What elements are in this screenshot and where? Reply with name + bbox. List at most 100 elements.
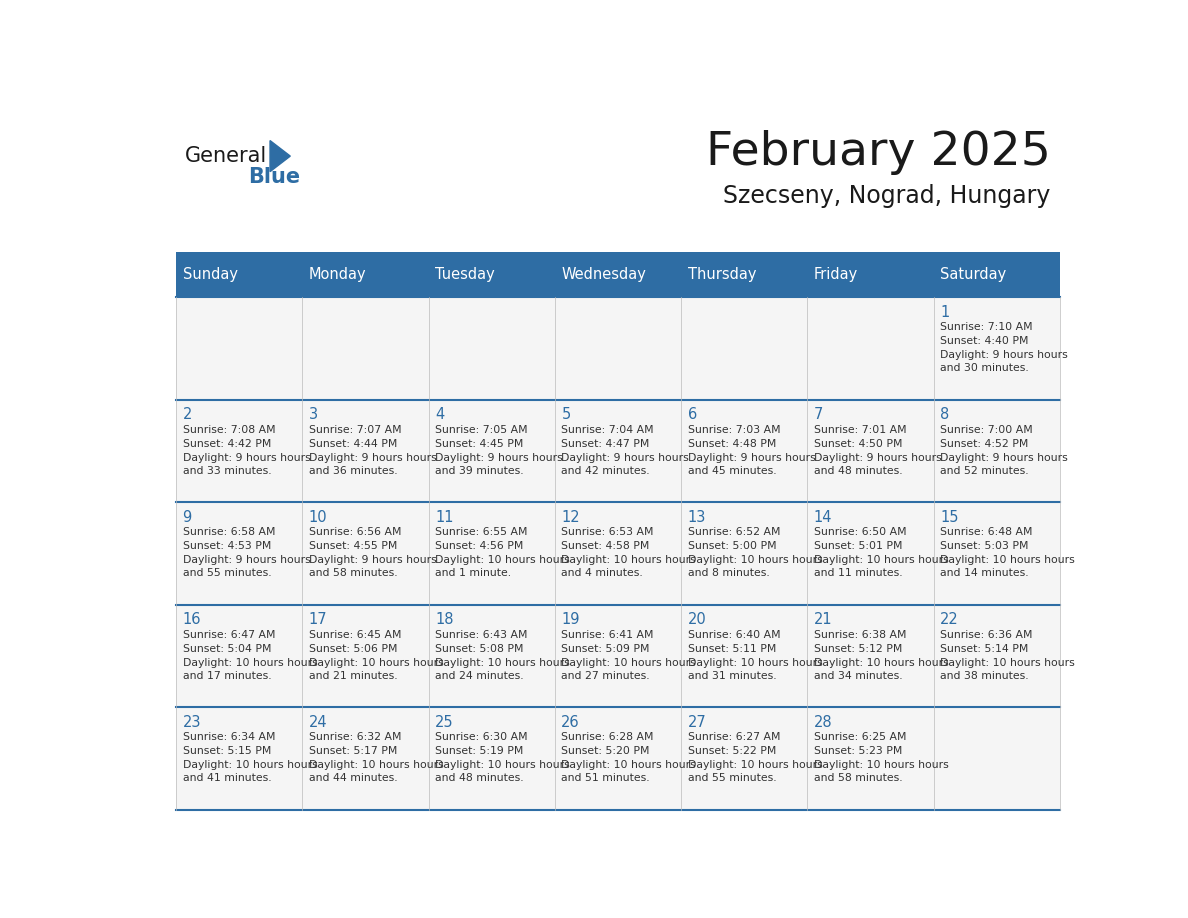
Text: Sunrise: 6:52 AM: Sunrise: 6:52 AM xyxy=(688,527,781,537)
Text: 15: 15 xyxy=(940,509,959,524)
Text: Sunrise: 6:56 AM: Sunrise: 6:56 AM xyxy=(309,527,402,537)
Text: 8: 8 xyxy=(940,407,949,422)
Text: and 17 minutes.: and 17 minutes. xyxy=(183,671,271,681)
Text: and 11 minutes.: and 11 minutes. xyxy=(814,568,903,578)
Text: Sunrise: 7:03 AM: Sunrise: 7:03 AM xyxy=(688,425,781,435)
Text: Daylight: 10 hours hours: Daylight: 10 hours hours xyxy=(940,555,1075,565)
Text: and 51 minutes.: and 51 minutes. xyxy=(562,773,650,783)
Text: Sunset: 4:55 PM: Sunset: 4:55 PM xyxy=(309,542,397,552)
Bar xyxy=(176,502,1060,605)
Text: Sunrise: 6:58 AM: Sunrise: 6:58 AM xyxy=(183,527,276,537)
Text: Sunrise: 7:04 AM: Sunrise: 7:04 AM xyxy=(562,425,653,435)
Text: and 8 minutes.: and 8 minutes. xyxy=(688,568,770,578)
Text: Daylight: 9 hours hours: Daylight: 9 hours hours xyxy=(940,351,1068,361)
Text: 22: 22 xyxy=(940,612,959,627)
Text: Daylight: 9 hours hours: Daylight: 9 hours hours xyxy=(562,453,689,463)
Text: Daylight: 9 hours hours: Daylight: 9 hours hours xyxy=(183,555,310,565)
Text: and 14 minutes.: and 14 minutes. xyxy=(940,568,1029,578)
Text: Daylight: 9 hours hours: Daylight: 9 hours hours xyxy=(814,453,942,463)
Text: and 55 minutes.: and 55 minutes. xyxy=(688,773,776,783)
Text: and 30 minutes.: and 30 minutes. xyxy=(940,364,1029,374)
Text: Sunset: 4:48 PM: Sunset: 4:48 PM xyxy=(688,439,776,449)
Text: 26: 26 xyxy=(562,714,580,730)
Text: Daylight: 10 hours hours: Daylight: 10 hours hours xyxy=(562,760,696,770)
Text: Sunrise: 7:08 AM: Sunrise: 7:08 AM xyxy=(183,425,276,435)
Text: 14: 14 xyxy=(814,509,833,524)
Text: Sunset: 4:47 PM: Sunset: 4:47 PM xyxy=(562,439,650,449)
Text: Sunset: 4:42 PM: Sunset: 4:42 PM xyxy=(183,439,271,449)
Text: Sunset: 4:45 PM: Sunset: 4:45 PM xyxy=(435,439,524,449)
Text: and 45 minutes.: and 45 minutes. xyxy=(688,465,776,476)
Text: 21: 21 xyxy=(814,612,833,627)
Text: Sunrise: 6:45 AM: Sunrise: 6:45 AM xyxy=(309,630,402,640)
Text: 11: 11 xyxy=(435,509,454,524)
Bar xyxy=(176,708,1060,810)
Text: Sunset: 4:40 PM: Sunset: 4:40 PM xyxy=(940,336,1029,346)
Text: and 38 minutes.: and 38 minutes. xyxy=(940,671,1029,681)
Text: 20: 20 xyxy=(688,612,707,627)
Text: and 48 minutes.: and 48 minutes. xyxy=(814,465,903,476)
Text: Sunset: 5:11 PM: Sunset: 5:11 PM xyxy=(688,644,776,654)
Text: Sunrise: 7:00 AM: Sunrise: 7:00 AM xyxy=(940,425,1032,435)
Text: Daylight: 10 hours hours: Daylight: 10 hours hours xyxy=(814,760,949,770)
Text: 17: 17 xyxy=(309,612,328,627)
Text: Sunset: 4:50 PM: Sunset: 4:50 PM xyxy=(814,439,903,449)
Text: and 31 minutes.: and 31 minutes. xyxy=(688,671,776,681)
Text: Sunset: 5:04 PM: Sunset: 5:04 PM xyxy=(183,644,271,654)
Text: Sunset: 4:52 PM: Sunset: 4:52 PM xyxy=(940,439,1029,449)
Text: 3: 3 xyxy=(309,407,318,422)
Text: Sunrise: 6:32 AM: Sunrise: 6:32 AM xyxy=(309,733,402,742)
Text: Sunrise: 6:38 AM: Sunrise: 6:38 AM xyxy=(814,630,906,640)
Text: Sunset: 5:00 PM: Sunset: 5:00 PM xyxy=(688,542,776,552)
Text: Sunrise: 7:01 AM: Sunrise: 7:01 AM xyxy=(814,425,906,435)
Text: Sunset: 5:15 PM: Sunset: 5:15 PM xyxy=(183,746,271,756)
Text: Sunrise: 6:40 AM: Sunrise: 6:40 AM xyxy=(688,630,781,640)
Bar xyxy=(176,252,1060,297)
Text: Daylight: 10 hours hours: Daylight: 10 hours hours xyxy=(814,658,949,668)
Text: Saturday: Saturday xyxy=(940,267,1006,282)
Text: Daylight: 9 hours hours: Daylight: 9 hours hours xyxy=(183,453,310,463)
Bar xyxy=(176,400,1060,502)
Text: 27: 27 xyxy=(688,714,707,730)
Text: Sunrise: 6:41 AM: Sunrise: 6:41 AM xyxy=(562,630,653,640)
Text: Daylight: 10 hours hours: Daylight: 10 hours hours xyxy=(688,760,822,770)
Text: 28: 28 xyxy=(814,714,833,730)
Text: Sunrise: 6:30 AM: Sunrise: 6:30 AM xyxy=(435,733,527,742)
Text: Sunset: 5:09 PM: Sunset: 5:09 PM xyxy=(562,644,650,654)
Text: Sunrise: 6:25 AM: Sunrise: 6:25 AM xyxy=(814,733,906,742)
Text: 4: 4 xyxy=(435,407,444,422)
Bar xyxy=(176,605,1060,708)
Text: and 52 minutes.: and 52 minutes. xyxy=(940,465,1029,476)
Text: Daylight: 10 hours hours: Daylight: 10 hours hours xyxy=(435,555,570,565)
Text: and 21 minutes.: and 21 minutes. xyxy=(309,671,398,681)
Text: Sunset: 4:53 PM: Sunset: 4:53 PM xyxy=(183,542,271,552)
Text: Daylight: 10 hours hours: Daylight: 10 hours hours xyxy=(688,555,822,565)
Text: Tuesday: Tuesday xyxy=(435,267,495,282)
Text: Sunset: 5:22 PM: Sunset: 5:22 PM xyxy=(688,746,776,756)
Text: Daylight: 10 hours hours: Daylight: 10 hours hours xyxy=(183,760,317,770)
Text: 13: 13 xyxy=(688,509,706,524)
Text: Sunset: 4:56 PM: Sunset: 4:56 PM xyxy=(435,542,524,552)
Text: 23: 23 xyxy=(183,714,201,730)
Text: and 58 minutes.: and 58 minutes. xyxy=(814,773,903,783)
Text: and 24 minutes.: and 24 minutes. xyxy=(435,671,524,681)
Text: Sunset: 5:08 PM: Sunset: 5:08 PM xyxy=(435,644,524,654)
Text: Sunrise: 6:43 AM: Sunrise: 6:43 AM xyxy=(435,630,527,640)
Text: Daylight: 10 hours hours: Daylight: 10 hours hours xyxy=(940,658,1075,668)
Text: Sunset: 4:58 PM: Sunset: 4:58 PM xyxy=(562,542,650,552)
Text: and 42 minutes.: and 42 minutes. xyxy=(562,465,650,476)
Text: 12: 12 xyxy=(562,509,580,524)
Text: 2: 2 xyxy=(183,407,192,422)
Text: Sunrise: 6:27 AM: Sunrise: 6:27 AM xyxy=(688,733,781,742)
Text: Sunrise: 6:48 AM: Sunrise: 6:48 AM xyxy=(940,527,1032,537)
Text: Daylight: 10 hours hours: Daylight: 10 hours hours xyxy=(309,658,443,668)
Text: Sunset: 5:23 PM: Sunset: 5:23 PM xyxy=(814,746,902,756)
Text: Daylight: 10 hours hours: Daylight: 10 hours hours xyxy=(435,658,570,668)
Text: 1: 1 xyxy=(940,305,949,319)
Text: Sunrise: 7:07 AM: Sunrise: 7:07 AM xyxy=(309,425,402,435)
Polygon shape xyxy=(270,140,290,172)
Text: and 36 minutes.: and 36 minutes. xyxy=(309,465,398,476)
Text: Daylight: 9 hours hours: Daylight: 9 hours hours xyxy=(940,453,1068,463)
Text: and 33 minutes.: and 33 minutes. xyxy=(183,465,271,476)
Text: General: General xyxy=(185,146,267,166)
